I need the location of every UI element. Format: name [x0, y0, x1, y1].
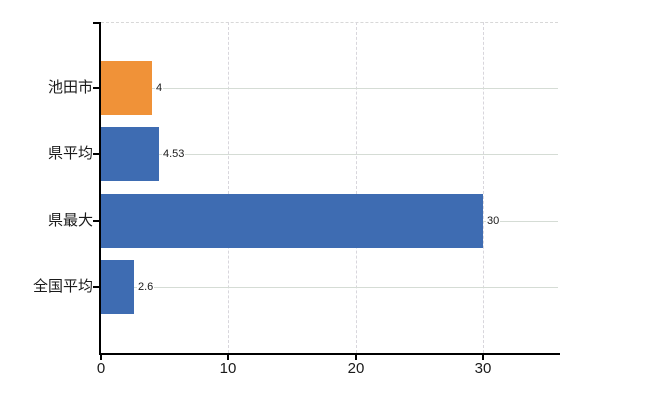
h-gridline	[101, 154, 558, 155]
x-tick-label: 20	[347, 360, 365, 377]
category-label: 全国平均	[32, 278, 93, 295]
bar	[101, 260, 134, 314]
x-tick	[100, 355, 102, 360]
v-gridline	[356, 22, 357, 353]
v-gridline	[228, 22, 229, 353]
x-tick-label: 0	[96, 360, 106, 377]
x-tick	[227, 355, 229, 360]
category-label: 県最大	[47, 212, 93, 229]
h-gridline	[101, 88, 558, 89]
v-gridline	[483, 22, 484, 353]
category-label: 池田市	[47, 79, 93, 96]
y-tick	[93, 220, 99, 222]
value-label: 4.53	[162, 147, 186, 161]
x-axis-line	[99, 353, 560, 355]
value-label: 2.6	[137, 280, 155, 294]
plot-area	[101, 22, 558, 353]
h-gridline	[101, 287, 558, 288]
x-tick-label: 10	[219, 360, 237, 377]
y-tick	[93, 286, 99, 288]
y-axis-line	[99, 22, 101, 355]
value-label: 30	[486, 214, 501, 228]
x-tick-label: 30	[474, 360, 492, 377]
category-label: 県平均	[47, 145, 93, 162]
x-tick	[355, 355, 357, 360]
y-tick	[93, 87, 99, 89]
y-tick	[93, 153, 99, 155]
bar	[101, 194, 483, 248]
value-label: 4	[155, 81, 164, 95]
x-tick	[482, 355, 484, 360]
y-tick	[93, 22, 99, 24]
plot-top-border	[101, 22, 558, 23]
bar	[101, 127, 159, 181]
bar	[101, 61, 152, 115]
